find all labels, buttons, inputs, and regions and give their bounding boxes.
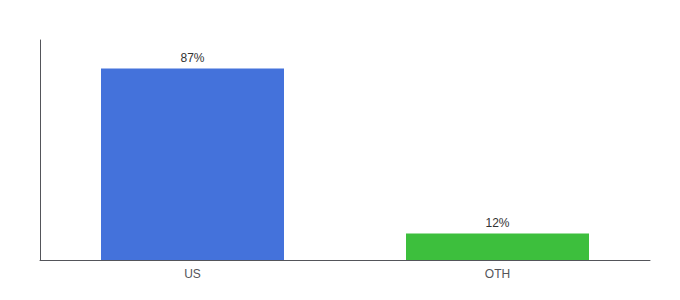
svg-text:OTH: OTH xyxy=(485,267,510,281)
svg-text:87%: 87% xyxy=(180,51,204,65)
svg-text:12%: 12% xyxy=(485,216,509,230)
svg-text:US: US xyxy=(184,267,201,281)
